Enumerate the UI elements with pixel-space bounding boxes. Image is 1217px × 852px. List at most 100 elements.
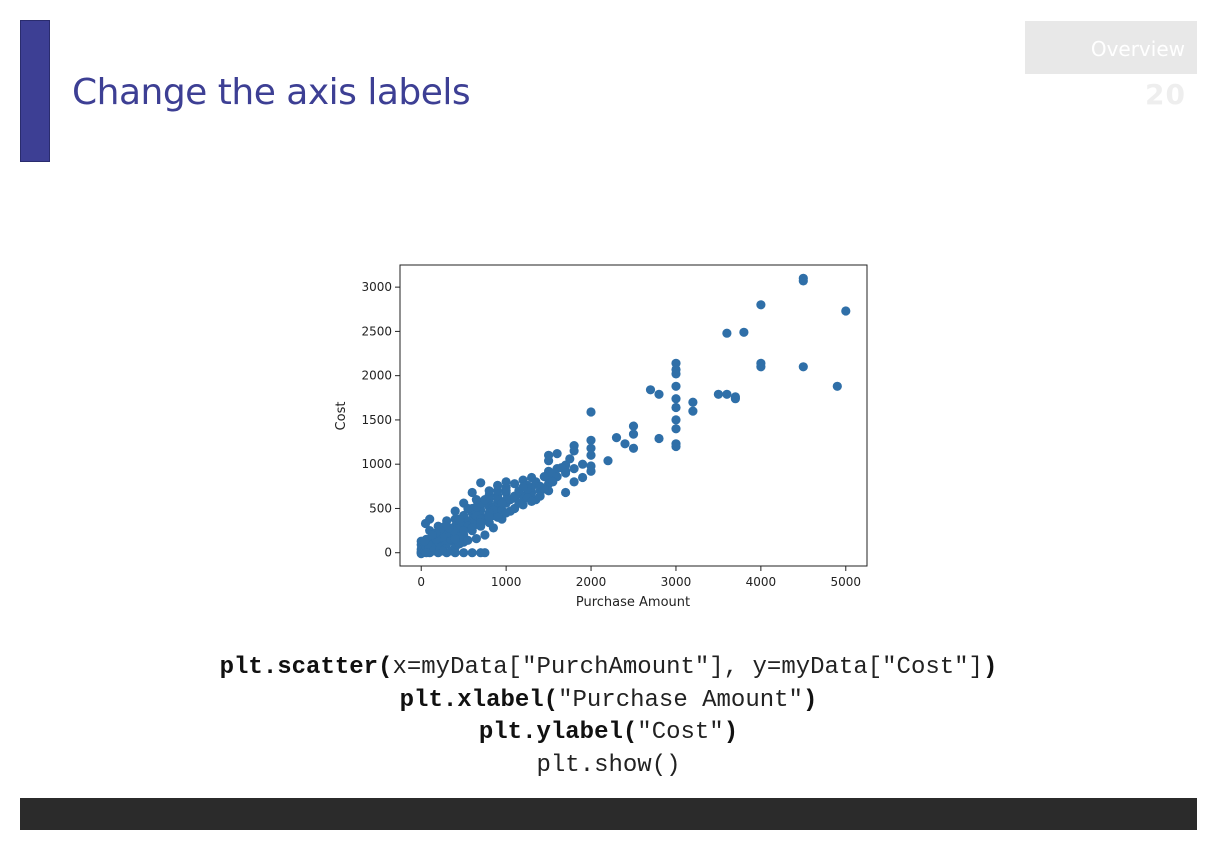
- scatter-point: [459, 548, 469, 558]
- scatter-point: [539, 484, 549, 494]
- scatter-point: [450, 506, 460, 516]
- scatter-point: [645, 385, 656, 395]
- scatter-point: [493, 512, 503, 522]
- y-tick-label: 1500: [361, 413, 392, 427]
- x-tick-label: 0: [417, 575, 425, 589]
- code-func: plt.xlabel(: [399, 686, 559, 714]
- scatter-point: [671, 402, 681, 413]
- scatter-point: [586, 435, 596, 445]
- code-block: plt.scatter(x=myData["PurchAmount"], y=m…: [0, 652, 1217, 782]
- x-ticks: 0 1000 2000 3000 4000 5000: [417, 566, 861, 589]
- scatter-point: [722, 328, 732, 338]
- code-args: "Cost": [637, 719, 724, 746]
- scatter-point: [628, 421, 639, 431]
- code-args: x=myData["PurchAmount"], y=myData["Cost"…: [392, 654, 983, 681]
- section-label: Overview: [1090, 37, 1185, 61]
- scatter-point: [467, 548, 477, 558]
- scatter-point: [544, 456, 554, 466]
- scatter-point: [586, 450, 596, 460]
- slide-title: Change the axis labels: [72, 72, 471, 113]
- scatter-point: [552, 449, 562, 459]
- scatter-point: [467, 487, 477, 498]
- scatter-point: [484, 512, 494, 522]
- scatter-point: [471, 534, 481, 544]
- scatter-point: [739, 327, 749, 337]
- scatter-point: [654, 389, 664, 399]
- scatter-point: [569, 477, 579, 487]
- code-line-xlabel: plt.xlabel("Purchase Amount"): [0, 685, 1217, 718]
- scatter-point: [493, 480, 503, 490]
- scatter-point: [476, 478, 486, 488]
- scatter-point: [569, 446, 579, 456]
- scatter-point: [586, 466, 596, 476]
- y-tick-label: 2500: [361, 324, 392, 338]
- plot-frame: [399, 264, 868, 567]
- scatter-point: [480, 495, 490, 505]
- scatter-point: [654, 433, 664, 444]
- scatter-point: [501, 486, 511, 496]
- page-number: 20: [1145, 78, 1186, 111]
- scatter-point: [671, 424, 681, 434]
- scatter-point: [488, 523, 498, 533]
- scatter-point: [450, 548, 460, 558]
- scatter-point: [420, 518, 431, 529]
- scatter-point: [561, 468, 571, 478]
- scatter-point: [548, 477, 558, 487]
- section-tag: Overview: [1025, 21, 1197, 74]
- scatter-point: [586, 407, 596, 417]
- scatter-point: [578, 459, 588, 469]
- code-func: plt.ylabel(: [478, 719, 638, 746]
- scatter-point: [713, 389, 723, 399]
- scatter-point: [463, 535, 473, 545]
- scatter-point: [459, 526, 469, 536]
- y-ticks: 0 500 1000 1500 2000 2500 3000: [361, 280, 400, 560]
- scatter-point: [832, 381, 842, 391]
- scatter-point: [454, 514, 464, 524]
- x-tick-label: 4000: [746, 575, 777, 589]
- chart-svg: 0 1000 2000 3000 4000 5000 0 500 1000 1500 2000 25…: [334, 264, 868, 610]
- scatter-point: [497, 498, 507, 508]
- scatter-point: [471, 495, 481, 505]
- y-tick-label: 500: [369, 501, 392, 515]
- scatter-point: [539, 472, 549, 482]
- y-tick-label: 2000: [361, 369, 392, 383]
- scatter-point: [628, 443, 639, 453]
- points-layer: [416, 273, 851, 559]
- scatter-point: [798, 276, 808, 286]
- scatter-point: [671, 369, 681, 379]
- scatter-point: [437, 546, 448, 556]
- scatter-point: [463, 503, 473, 514]
- code-func: plt.scatter(: [219, 654, 393, 681]
- scatter-point: [420, 536, 430, 546]
- scatter-point: [421, 548, 431, 558]
- scatter-point: [501, 508, 511, 518]
- y-tick-label: 1000: [361, 457, 392, 471]
- x-tick-label: 1000: [491, 575, 522, 589]
- scatter-point: [484, 486, 494, 496]
- code-close: ): [723, 719, 739, 746]
- scatter-point: [628, 429, 639, 439]
- scatter-point: [611, 433, 622, 443]
- scatter-point: [671, 441, 681, 452]
- scatter-point: [586, 443, 596, 453]
- scatter-point: [603, 456, 613, 466]
- scatter-point: [688, 397, 698, 407]
- footer-bar: [20, 798, 1197, 830]
- code-line-ylabel: plt.ylabel("Cost"): [0, 717, 1217, 750]
- scatter-point: [527, 496, 537, 506]
- scatter-point: [578, 472, 588, 483]
- scatter-point: [467, 523, 477, 533]
- scatter-point: [620, 439, 630, 449]
- y-tick-label: 0: [384, 546, 392, 560]
- scatter-point: [798, 362, 808, 372]
- scatter-point: [722, 389, 732, 399]
- scatter-point: [756, 300, 766, 310]
- x-tick-label: 3000: [661, 575, 692, 589]
- scatter-point: [518, 482, 528, 492]
- x-axis-label: Purchase Amount: [576, 595, 690, 610]
- scatter-point: [841, 306, 851, 316]
- scatter-point: [427, 530, 437, 540]
- scatter-point: [671, 381, 681, 391]
- scatter-point: [501, 477, 511, 487]
- x-tick-label: 5000: [830, 575, 861, 589]
